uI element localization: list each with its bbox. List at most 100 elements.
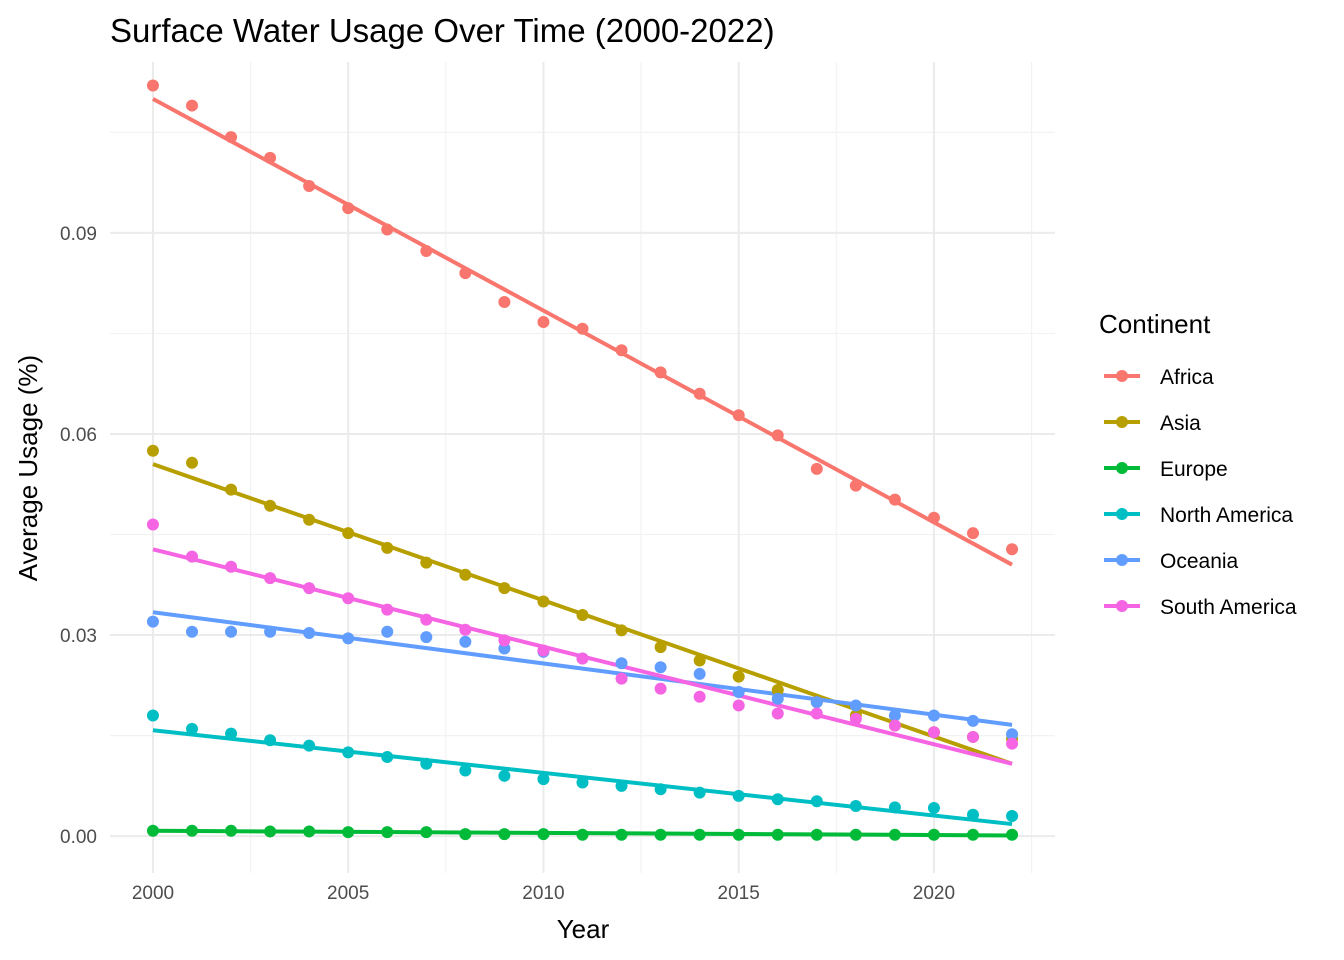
point-oceania bbox=[303, 627, 316, 640]
point-south-america bbox=[693, 690, 706, 703]
x-tick-label: 2015 bbox=[718, 883, 760, 904]
y-tick-label: 0.00 bbox=[60, 827, 97, 848]
point-asia bbox=[498, 582, 511, 595]
point-south-america bbox=[537, 644, 550, 657]
point-north-america bbox=[615, 779, 628, 792]
point-north-america bbox=[381, 751, 394, 764]
point-europe bbox=[537, 828, 550, 841]
point-south-america bbox=[849, 712, 862, 725]
point-europe bbox=[420, 826, 433, 839]
point-africa bbox=[576, 322, 589, 335]
point-south-america bbox=[966, 730, 979, 743]
point-north-america bbox=[810, 795, 823, 808]
point-oceania bbox=[381, 625, 394, 638]
point-asia bbox=[459, 568, 472, 581]
point-oceania bbox=[771, 692, 784, 705]
point-south-america bbox=[732, 699, 745, 712]
legend-key-point bbox=[1116, 554, 1128, 566]
point-south-america bbox=[420, 613, 433, 626]
point-europe bbox=[576, 828, 589, 841]
point-europe bbox=[810, 828, 823, 841]
point-europe bbox=[303, 825, 316, 838]
legend-key-point bbox=[1116, 370, 1128, 382]
point-asia bbox=[342, 527, 355, 540]
point-europe bbox=[849, 828, 862, 841]
point-africa bbox=[654, 366, 667, 379]
point-africa bbox=[693, 387, 706, 400]
point-south-america bbox=[381, 603, 394, 616]
point-oceania bbox=[810, 696, 823, 709]
legend-key-point bbox=[1116, 416, 1128, 428]
legend-item-europe: Europe bbox=[1104, 458, 1228, 481]
point-oceania bbox=[186, 625, 199, 638]
point-europe bbox=[615, 828, 628, 841]
point-europe bbox=[732, 828, 745, 841]
point-africa bbox=[186, 99, 199, 112]
point-south-america bbox=[186, 550, 199, 563]
point-north-america bbox=[888, 801, 901, 814]
x-tick-label: 2010 bbox=[522, 883, 564, 904]
y-axis-title: Average Usage (%) bbox=[13, 355, 43, 581]
point-africa bbox=[927, 511, 940, 524]
point-oceania bbox=[459, 635, 472, 648]
point-europe bbox=[186, 824, 199, 837]
point-oceania bbox=[732, 686, 745, 699]
point-oceania bbox=[420, 631, 433, 644]
point-africa bbox=[381, 223, 394, 236]
point-africa bbox=[303, 179, 316, 192]
point-north-america bbox=[927, 801, 940, 814]
point-south-america bbox=[342, 592, 355, 605]
legend-label: South America bbox=[1160, 596, 1297, 619]
legend-label: Asia bbox=[1160, 412, 1201, 435]
point-oceania bbox=[1006, 728, 1019, 741]
point-north-america bbox=[576, 776, 589, 789]
legend-label: Africa bbox=[1160, 366, 1214, 389]
x-axis-title: Year bbox=[557, 914, 610, 944]
x-tick-label: 2020 bbox=[913, 883, 955, 904]
point-north-america bbox=[966, 808, 979, 821]
point-oceania bbox=[888, 709, 901, 722]
point-africa bbox=[615, 344, 628, 357]
legend-key-point bbox=[1116, 462, 1128, 474]
legend-item-south-america: South America bbox=[1104, 596, 1297, 619]
x-tick-label: 2000 bbox=[132, 883, 174, 904]
point-north-america bbox=[732, 789, 745, 802]
y-tick-label: 0.09 bbox=[60, 224, 97, 245]
point-north-america bbox=[420, 757, 433, 770]
point-africa bbox=[459, 267, 472, 280]
y-tick-label: 0.03 bbox=[60, 626, 97, 647]
point-south-america bbox=[459, 623, 472, 636]
point-north-america bbox=[264, 734, 277, 747]
legend-item-oceania: Oceania bbox=[1104, 550, 1239, 573]
point-oceania bbox=[693, 667, 706, 680]
point-europe bbox=[342, 826, 355, 839]
legend-label: Europe bbox=[1160, 458, 1228, 481]
point-europe bbox=[771, 828, 784, 841]
point-europe bbox=[381, 826, 394, 839]
point-africa bbox=[264, 151, 277, 164]
grid bbox=[110, 62, 1055, 873]
point-asia bbox=[186, 456, 199, 469]
point-oceania bbox=[342, 632, 355, 645]
point-africa bbox=[849, 479, 862, 492]
point-europe bbox=[225, 824, 238, 837]
point-africa bbox=[1006, 543, 1019, 556]
point-south-america bbox=[810, 707, 823, 720]
point-south-america bbox=[654, 682, 667, 695]
point-oceania bbox=[264, 625, 277, 638]
point-asia bbox=[381, 541, 394, 554]
legend-label: North America bbox=[1160, 504, 1293, 527]
point-oceania bbox=[849, 699, 862, 712]
y-tick-label: 0.06 bbox=[60, 425, 97, 446]
legend-item-asia: Asia bbox=[1104, 412, 1201, 435]
point-asia bbox=[732, 670, 745, 683]
point-europe bbox=[966, 828, 979, 841]
data-points bbox=[146, 79, 1019, 841]
point-oceania bbox=[654, 661, 667, 674]
point-africa bbox=[146, 79, 159, 92]
point-africa bbox=[732, 409, 745, 422]
point-europe bbox=[888, 828, 901, 841]
point-africa bbox=[498, 295, 511, 308]
point-north-america bbox=[146, 709, 159, 722]
